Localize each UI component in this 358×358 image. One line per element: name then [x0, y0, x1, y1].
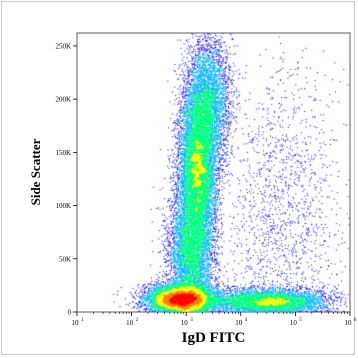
x-tick-label-3: 10: [235, 319, 243, 327]
x-tick-label-4: 10: [290, 319, 298, 327]
x-tick-label-2: 10: [181, 319, 189, 327]
x-tick-exp-2: 3: [190, 318, 193, 323]
x-tick-label-5: 10: [345, 319, 353, 327]
x-axis-title: IgD FITC: [181, 330, 246, 346]
x-tick-exp-4: 5: [299, 318, 302, 323]
x-tick-label-0: 10: [72, 319, 80, 327]
y-tick-label-4: 200K: [55, 96, 71, 104]
x-tick-exp-5: 6: [354, 318, 357, 323]
x-tick-label-1: 10: [126, 319, 134, 327]
x-tick-exp-3: 4: [245, 318, 248, 323]
y-tick-label-5: 250K: [55, 42, 71, 50]
y-tick-label-3: 150K: [55, 149, 71, 157]
x-tick-exp-0: 1: [81, 318, 84, 323]
x-tick-exp-1: 2: [136, 318, 139, 323]
y-axis-title: Side Scatter: [28, 138, 43, 206]
density-scatter: [77, 33, 350, 312]
y-tick-label-2: 100K: [55, 202, 71, 210]
y-tick-label-1: 50K: [59, 255, 71, 263]
y-tick-label-0: 0: [68, 309, 72, 317]
